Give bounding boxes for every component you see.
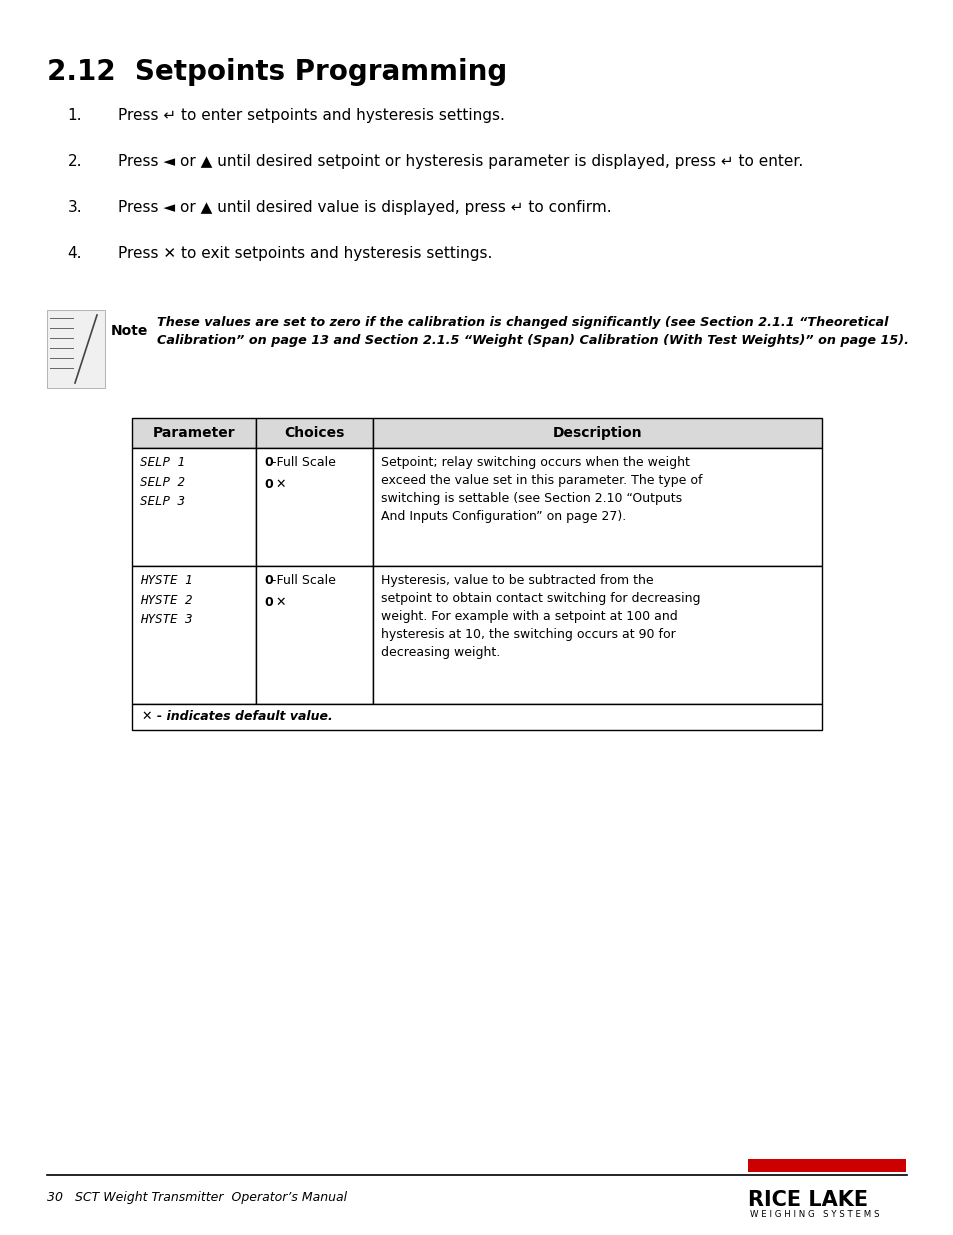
FancyBboxPatch shape — [374, 448, 821, 566]
Text: 0: 0 — [264, 456, 273, 469]
Text: 3.: 3. — [68, 200, 82, 215]
Text: 2.12  Setpoints Programming: 2.12 Setpoints Programming — [47, 58, 507, 86]
Text: Choices: Choices — [284, 426, 345, 440]
Text: -Full Scale: -Full Scale — [272, 574, 335, 587]
FancyBboxPatch shape — [747, 1158, 905, 1172]
Text: Setpoint; relay switching occurs when the weight
exceed the value set in this pa: Setpoint; relay switching occurs when th… — [381, 456, 702, 522]
FancyBboxPatch shape — [374, 566, 821, 704]
Text: 2.: 2. — [68, 154, 82, 169]
FancyBboxPatch shape — [132, 417, 256, 448]
FancyBboxPatch shape — [47, 310, 105, 388]
Text: These values are set to zero if the calibration is changed significantly (see Se: These values are set to zero if the cali… — [157, 316, 887, 329]
Text: Press ◄ or ▲ until desired setpoint or hysteresis parameter is displayed, press : Press ◄ or ▲ until desired setpoint or h… — [118, 154, 802, 169]
Text: 30   SCT Weight Transmitter  Operator’s Manual: 30 SCT Weight Transmitter Operator’s Man… — [47, 1191, 347, 1204]
Text: 1.: 1. — [68, 107, 82, 124]
FancyBboxPatch shape — [256, 417, 374, 448]
FancyBboxPatch shape — [256, 566, 374, 704]
Text: Note: Note — [111, 324, 149, 338]
Text: ✕: ✕ — [272, 597, 287, 609]
Text: 0: 0 — [264, 478, 273, 492]
Text: 0: 0 — [264, 597, 273, 609]
Text: Press ↵ to enter setpoints and hysteresis settings.: Press ↵ to enter setpoints and hysteresi… — [118, 107, 504, 124]
Text: W E I G H I N G   S Y S T E M S: W E I G H I N G S Y S T E M S — [749, 1210, 879, 1219]
Text: Press ◄ or ▲ until desired value is displayed, press ↵ to confirm.: Press ◄ or ▲ until desired value is disp… — [118, 200, 611, 215]
Text: Calibration” on page 13 and Section 2.1.5 “Weight (Span) Calibration (With Test : Calibration” on page 13 and Section 2.1.… — [157, 333, 908, 347]
Text: 0: 0 — [264, 574, 273, 587]
Text: Parameter: Parameter — [152, 426, 235, 440]
Text: HYSTE 1
HYSTE 2
HYSTE 3: HYSTE 1 HYSTE 2 HYSTE 3 — [140, 574, 193, 626]
FancyBboxPatch shape — [374, 417, 821, 448]
FancyBboxPatch shape — [132, 566, 256, 704]
Text: RICE LAKE: RICE LAKE — [747, 1191, 867, 1210]
Text: Press ✕ to exit setpoints and hysteresis settings.: Press ✕ to exit setpoints and hysteresis… — [118, 246, 492, 261]
Text: 4.: 4. — [68, 246, 82, 261]
Text: ✕: ✕ — [272, 478, 287, 492]
FancyBboxPatch shape — [256, 448, 374, 566]
Text: SELP 1
SELP 2
SELP 3: SELP 1 SELP 2 SELP 3 — [140, 456, 185, 508]
Text: Hysteresis, value to be subtracted from the
setpoint to obtain contact switching: Hysteresis, value to be subtracted from … — [381, 574, 700, 659]
Text: -Full Scale: -Full Scale — [272, 456, 335, 469]
Text: ✕ - indicates default value.: ✕ - indicates default value. — [142, 710, 333, 722]
FancyBboxPatch shape — [132, 704, 821, 730]
FancyBboxPatch shape — [132, 448, 256, 566]
Text: Description: Description — [553, 426, 642, 440]
